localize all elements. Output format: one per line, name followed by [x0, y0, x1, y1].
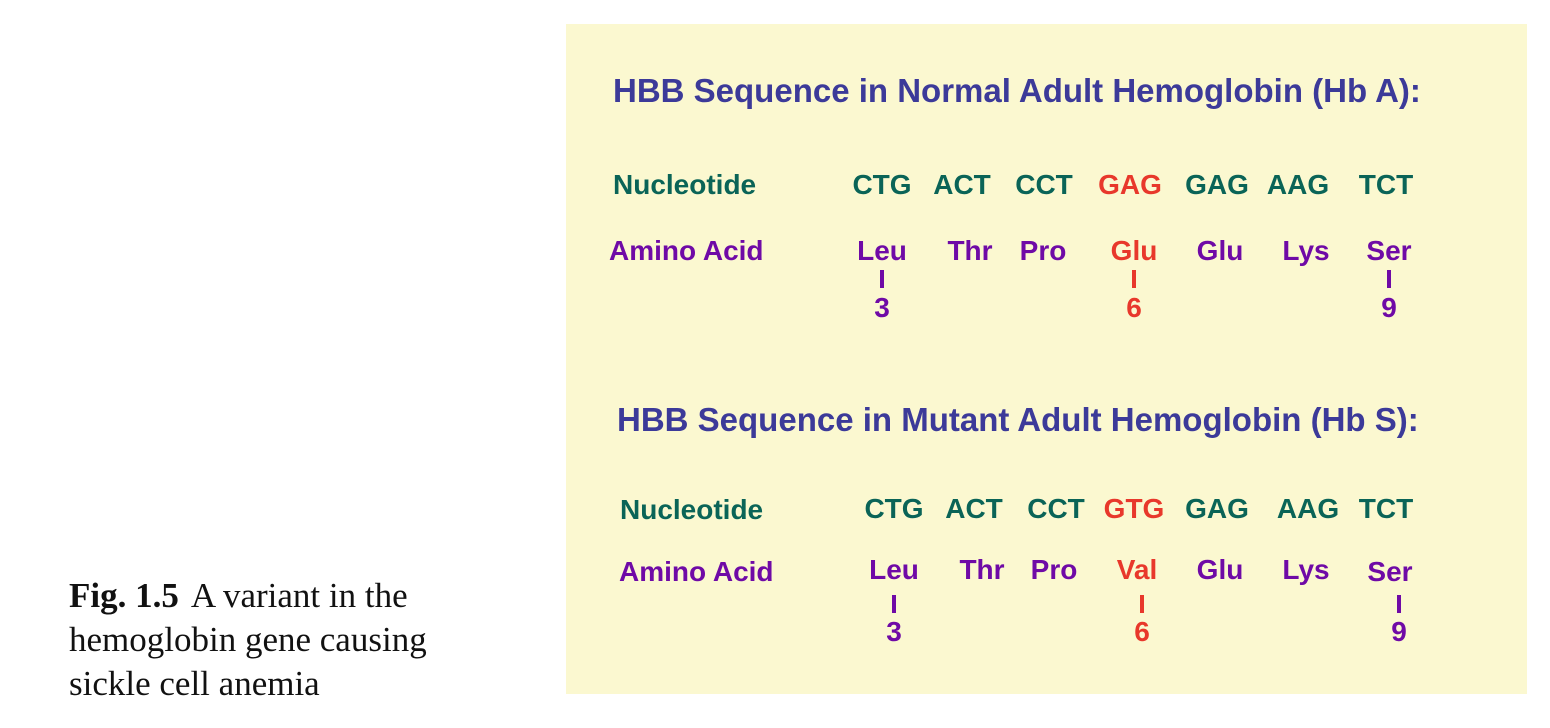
- mutant-codon: TCT: [1358, 493, 1414, 524]
- mutant-codon: GAG: [1185, 493, 1249, 524]
- normal-amino-acid: Thr: [947, 235, 993, 266]
- mutant-position-tick: [892, 595, 896, 613]
- normal-position-number-highlighted: 6: [1126, 292, 1142, 323]
- mutant-position-tick-highlighted: [1140, 595, 1144, 613]
- normal-amino-acid: Leu: [857, 235, 907, 266]
- normal-codon: CCT: [1015, 169, 1073, 200]
- mutant-codon: CTG: [864, 493, 924, 524]
- normal-title: HBB Sequence in Normal Adult Hemoglobin …: [613, 72, 1421, 109]
- normal-position-number: 3: [874, 292, 890, 323]
- normal-amino-acid-label: Amino Acid: [609, 235, 764, 266]
- normal-amino-acid: Lys: [1282, 235, 1330, 266]
- mutant-codon: AAG: [1276, 493, 1340, 524]
- mutant-nucleotide-label: Nucleotide: [620, 494, 764, 525]
- normal-position-tick: [1387, 270, 1391, 288]
- mutant-codon: CCT: [1027, 493, 1085, 524]
- mutant-position-number: 3: [886, 616, 902, 647]
- normal-codon: TCT: [1358, 169, 1414, 200]
- normal-codon: AAG: [1266, 169, 1330, 200]
- normal-amino-acid: Glu: [1196, 235, 1244, 266]
- mutant-position-tick: [1397, 595, 1401, 613]
- normal-position-tick-highlighted: [1132, 270, 1136, 288]
- mutant-codon-highlighted: GTG: [1103, 493, 1165, 524]
- mutant-amino-acid: Ser: [1367, 556, 1413, 587]
- normal-position-tick: [880, 270, 884, 288]
- mutant-amino-acid: Thr: [959, 554, 1005, 585]
- normal-amino-acid: Pro: [1019, 235, 1067, 266]
- normal-codon: GAG: [1185, 169, 1249, 200]
- mutant-amino-acid: Lys: [1282, 554, 1330, 585]
- mutant-amino-acid-label: Amino Acid: [619, 556, 774, 587]
- sequence-panel: HBB Sequence in Normal Adult Hemoglobin …: [566, 24, 1527, 694]
- mutant-position-number: 9: [1391, 616, 1407, 647]
- figure-caption: Fig. 1.5 A variant in the hemoglobin gene…: [69, 574, 509, 706]
- normal-codon-highlighted: GAG: [1098, 169, 1162, 200]
- mutant-position-number-highlighted: 6: [1134, 616, 1150, 647]
- figure-label: Fig. 1.5: [69, 576, 179, 615]
- normal-codon: CTG: [852, 169, 912, 200]
- normal-nucleotide-label: Nucleotide: [613, 169, 757, 200]
- mutant-codon: ACT: [945, 493, 1003, 524]
- mutant-amino-acid: Leu: [869, 554, 919, 585]
- figure-caption-text: A variant in the hemoglobin gene causing…: [69, 576, 427, 703]
- normal-codon: ACT: [933, 169, 991, 200]
- mutant-amino-acid: Pro: [1030, 554, 1078, 585]
- mutant-amino-acid-highlighted: Val: [1116, 554, 1158, 585]
- normal-amino-acid: Ser: [1366, 235, 1412, 266]
- mutant-title: HBB Sequence in Mutant Adult Hemoglobin …: [617, 401, 1419, 438]
- mutant-amino-acid: Glu: [1196, 554, 1244, 585]
- normal-position-number: 9: [1381, 292, 1397, 323]
- normal-amino-acid-highlighted: Glu: [1110, 235, 1158, 266]
